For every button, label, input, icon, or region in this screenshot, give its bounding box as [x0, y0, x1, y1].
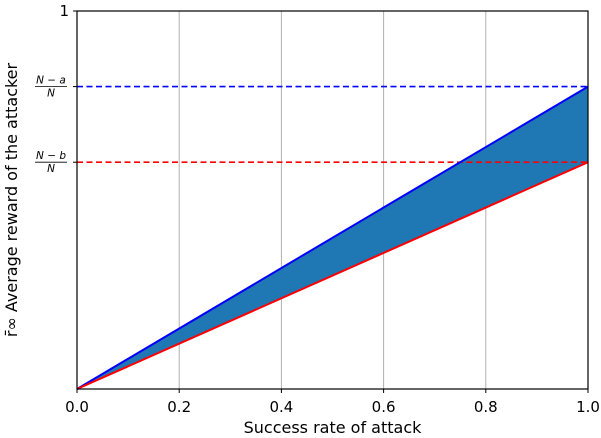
y-tick-fraction-denominator: N	[47, 163, 55, 175]
x-tick-label: 0.6	[372, 398, 396, 416]
plot-frame	[76, 10, 589, 390]
series-lines	[76, 85, 589, 390]
x-axis-label: Success rate of attack	[244, 418, 423, 437]
x-axis-ticks: 0.0 0.2 0.4 0.6 0.8 1.0	[65, 389, 600, 416]
x-tick-label: 0.0	[65, 398, 89, 416]
x-tick-label: 0.2	[167, 398, 191, 416]
x-tick-label: 0.8	[474, 398, 498, 416]
y-axis-ticks: N − aNN − bN1	[35, 2, 77, 175]
x-tick-label: 0.4	[269, 398, 293, 416]
y-axis-label: r̄∞ Average reward of the attacker	[2, 62, 21, 337]
y-tick-fraction-denominator: N	[47, 88, 55, 100]
y-tick-label: 1	[59, 2, 69, 20]
y-tick-fraction-numerator: N − a	[36, 75, 66, 87]
x-tick-label: 1.0	[576, 398, 600, 416]
y-tick-fraction-numerator: N − b	[36, 150, 66, 162]
series-line-0	[76, 85, 589, 390]
series-line-1	[76, 161, 589, 390]
